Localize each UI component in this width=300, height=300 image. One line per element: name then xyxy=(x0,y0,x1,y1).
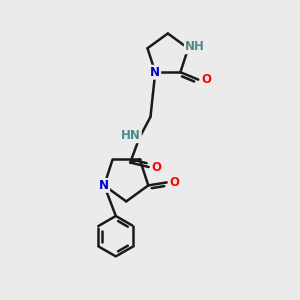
Text: O: O xyxy=(152,160,162,173)
Text: O: O xyxy=(201,73,211,86)
Text: N: N xyxy=(150,66,160,79)
Text: O: O xyxy=(170,176,180,189)
Text: N: N xyxy=(99,179,109,192)
Text: NH: NH xyxy=(185,40,205,53)
Text: HN: HN xyxy=(121,129,141,142)
